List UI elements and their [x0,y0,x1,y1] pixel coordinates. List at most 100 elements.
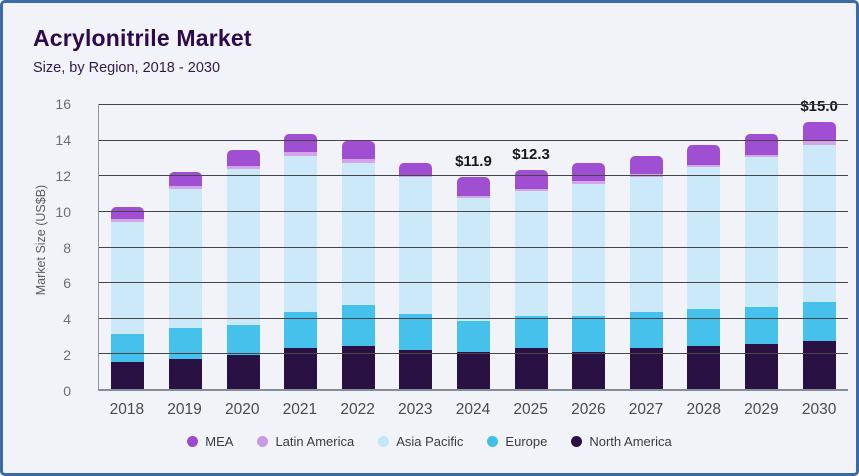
bar-segment-2019-latin-america [168,185,202,189]
bar-segment-2025-north-america [514,348,548,389]
gridline-y-14 [99,139,848,141]
bars-layer: $11.9 $12.3 $15.0 [99,98,848,389]
bar-segment-2021-latin-america [284,152,318,156]
bar-segment-2019-mea [168,171,202,186]
gridline-y-6 [99,282,848,284]
bar-segment-2023-europe [399,314,433,350]
legend-dot-icon [487,436,499,447]
bar-slot-2021 [272,104,329,389]
bar-slot-2025: $12.3 [503,104,560,389]
bar-segment-2026-asia-pacific [572,184,606,316]
bar-slot-2018 [99,104,156,389]
bar-segment-2021-asia-pacific [284,155,318,313]
bar-segment-2029-asia-pacific [745,157,778,308]
x-axis-label-2022: 2022 [340,401,375,418]
chart-subtitle: Size, by Region, 2018 - 2030 [33,60,221,76]
bar-segment-2025-asia-pacific [514,191,548,316]
bar-segment-2018-latin-america [111,218,145,222]
bar-segment-2019-asia-pacific [168,188,202,329]
x-axis-label-2021: 2021 [282,401,318,418]
bar-segment-2030-mea [802,121,836,142]
legend-dot-icon [187,436,199,447]
bar-segment-2022-latin-america [341,159,375,163]
bar-segment-2018-north-america [111,362,145,389]
bar-segment-2023-north-america [399,349,433,389]
legend-dot-icon [571,436,583,447]
bar-segment-2029-mea [745,134,778,155]
chart-title: Acrylonitrile Market [33,25,252,51]
x-axis-labels: 2018 2019 2020 2021 2022 2023 2024 2025 2026 2027… [98,401,848,419]
bar-segment-2029-europe [745,307,778,345]
gridline-y-2 [99,353,848,355]
legend-item-latin-america: Latin America [257,434,354,449]
bar-value-label-2025: $12.3 [512,145,550,163]
y-tick-label-12: 12 [55,167,71,184]
y-tick-label-8: 8 [63,239,71,256]
y-tick-label-14: 14 [55,131,71,148]
stacked-bar-2027 [629,104,663,389]
bar-segment-2024-asia-pacific [456,198,490,322]
y-tick-label-16: 16 [55,96,71,112]
y-axis-tick-labels: 0 2 4 6 8 10 12 14 16 [3,96,85,399]
legend-item-asia-pacific: Asia Pacific [378,434,463,449]
legend-label: MEA [205,434,234,449]
gridline-y-10 [99,210,848,212]
legend-item-mea: MEA [187,434,233,449]
bar-segment-2019-north-america [168,358,202,389]
legend-item-europe: Europe [487,434,547,449]
bar-segment-2029-north-america [745,344,778,389]
bar-slot-2024: $11.9 [445,104,502,389]
bar-segment-2025-latin-america [514,188,548,192]
x-axis-label-2025: 2025 [513,401,548,418]
bar-segment-2027-north-america [629,348,663,389]
bar-segment-2027-asia-pacific [629,177,663,313]
bar-value-label-2030: $15.0 [800,97,838,115]
x-axis-label-2020: 2020 [224,401,260,418]
gridline-y-4 [99,317,848,319]
bar-value-label-2024: $11.9 [455,153,492,171]
legend-label: North America [589,434,672,449]
bar-segment-2023-asia-pacific [399,177,433,315]
plot-area: $11.9 $12.3 $15.0 [98,98,848,391]
bar-segment-2024-europe [456,321,490,352]
bar-segment-2018-asia-pacific [111,221,145,334]
legend-label: Asia Pacific [396,434,464,449]
x-axis-label-2019: 2019 [167,401,202,418]
bar-slot-2020 [215,104,272,389]
bar-segment-2028-europe [687,308,721,347]
gridline-y-12 [99,175,848,177]
gridline-y-8 [99,246,848,248]
bar-segment-2030-latin-america [802,141,836,145]
x-axis-label-2023: 2023 [398,401,433,418]
chart-header: Acrylonitrile Market Size, by Region, 20… [33,25,252,76]
bar-segment-2028-latin-america [687,164,721,168]
legend-dot-icon [378,436,390,447]
stacked-bar-2026 [572,104,606,389]
stacked-bar-2024 [456,104,490,389]
stacked-bar-2020 [226,104,260,389]
bar-slot-2027 [618,104,675,389]
x-axis-label-2026: 2026 [571,401,606,418]
bar-segment-2022-europe [341,305,375,347]
stacked-bar-2023 [399,104,433,389]
bar-segment-2030-north-america [802,340,836,389]
bar-segment-2024-mea [456,177,490,196]
bar-segment-2028-asia-pacific [687,167,721,309]
bar-segment-2021-north-america [284,348,318,389]
bar-segment-2025-mea [514,169,548,189]
gridline-y-16 [99,104,848,105]
y-tick-label-2: 2 [63,347,71,364]
bar-segment-2026-north-america [572,351,606,389]
bar-segment-2028-mea [687,144,721,165]
bar-segment-2020-latin-america [226,166,260,170]
bar-segment-2020-mea [226,150,260,167]
legend-label: Europe [505,434,548,449]
stacked-bar-2021 [284,104,318,389]
legend-item-north-america: North America [571,434,672,449]
bar-segment-2018-mea [111,207,145,219]
bar-segment-2029-latin-america [745,154,778,158]
bar-segment-2024-latin-america [456,195,490,199]
bar-segment-2024-north-america [456,351,490,389]
x-axis-label-2018: 2018 [109,401,145,418]
